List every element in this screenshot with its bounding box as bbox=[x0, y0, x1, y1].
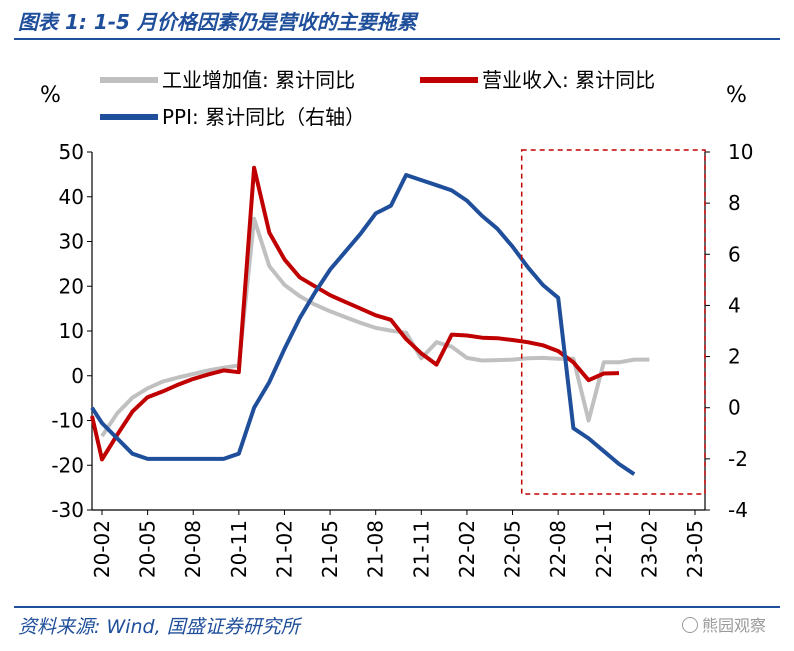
left-tick-label: 50 bbox=[59, 140, 84, 164]
highlight-box bbox=[520, 149, 706, 495]
x-tick-label: 21-05 bbox=[318, 520, 342, 578]
x-axis-ticks: 20-02 20-05 20-08 20-11 21-02 21-05 21-08 21-11… bbox=[90, 510, 707, 578]
left-axis-ticks: 50 40 30 20 10 0 -10 -20 -30 bbox=[51, 140, 92, 522]
right-tick-label: 6 bbox=[728, 242, 741, 266]
wechat-icon bbox=[681, 617, 698, 633]
x-tick-label: 20-02 bbox=[90, 520, 114, 578]
x-tick-label: 20-11 bbox=[227, 520, 251, 578]
right-tick-label: 8 bbox=[728, 191, 741, 215]
right-tick-label: 0 bbox=[728, 396, 741, 420]
left-tick-label: 30 bbox=[59, 230, 84, 254]
watermark-text: 熊园观察 bbox=[701, 616, 766, 635]
right-tick-label: 10 bbox=[728, 140, 753, 164]
series-line-revenue bbox=[90, 165, 620, 462]
x-tick-label: 21-08 bbox=[364, 520, 388, 578]
x-tick-label: 22-05 bbox=[501, 520, 525, 578]
right-axis-unit: % bbox=[726, 83, 747, 108]
left-tick-label: -20 bbox=[51, 453, 84, 477]
left-tick-label: 20 bbox=[59, 274, 84, 298]
series-line-industrial bbox=[100, 216, 650, 438]
x-tick-label: 20-05 bbox=[136, 520, 160, 578]
x-tick-label: 23-05 bbox=[683, 520, 707, 578]
watermark: 熊园观察 bbox=[681, 612, 766, 636]
right-tick-label: -4 bbox=[728, 498, 748, 522]
x-tick-label: 23-02 bbox=[637, 520, 661, 578]
x-tick-label: 21-02 bbox=[272, 520, 296, 578]
title-underline bbox=[14, 38, 780, 40]
x-tick-label: 22-02 bbox=[455, 520, 479, 578]
legend: 工业增加值: 累计同比 营业收入: 累计同比 PPI: 累计同比（右轴） bbox=[100, 68, 655, 129]
right-tick-label: -2 bbox=[728, 447, 748, 471]
right-tick-label: 4 bbox=[728, 293, 741, 317]
right-tick-label: 2 bbox=[728, 345, 741, 369]
series-lines bbox=[90, 165, 650, 476]
legend-label-revenue: 营业收入: 累计同比 bbox=[482, 68, 655, 92]
left-tick-label: -30 bbox=[51, 498, 84, 522]
left-tick-label: 0 bbox=[71, 364, 84, 388]
left-axis-unit: % bbox=[40, 83, 61, 108]
left-tick-label: 10 bbox=[59, 319, 84, 343]
x-tick-label: 22-11 bbox=[592, 520, 616, 578]
right-axis-ticks: 10 8 6 4 2 0 -2 -4 bbox=[705, 140, 753, 522]
legend-label-industrial: 工业增加值: 累计同比 bbox=[162, 68, 355, 92]
left-tick-label: -10 bbox=[51, 409, 84, 433]
x-tick-label: 22-08 bbox=[546, 520, 570, 578]
x-tick-label: 21-11 bbox=[409, 520, 433, 578]
series-line-ppi bbox=[90, 173, 636, 476]
x-tick-label: 20-08 bbox=[181, 520, 205, 578]
left-tick-label: 40 bbox=[59, 185, 84, 209]
source-underline bbox=[14, 606, 780, 608]
source-note: 资料来源: Wind, 国盛证券研究所 bbox=[18, 616, 300, 638]
legend-label-ppi: PPI: 累计同比（右轴） bbox=[162, 105, 365, 129]
chart-title: 图表 1: 1-5 月价格因素仍是营收的主要拖累 bbox=[18, 10, 417, 34]
